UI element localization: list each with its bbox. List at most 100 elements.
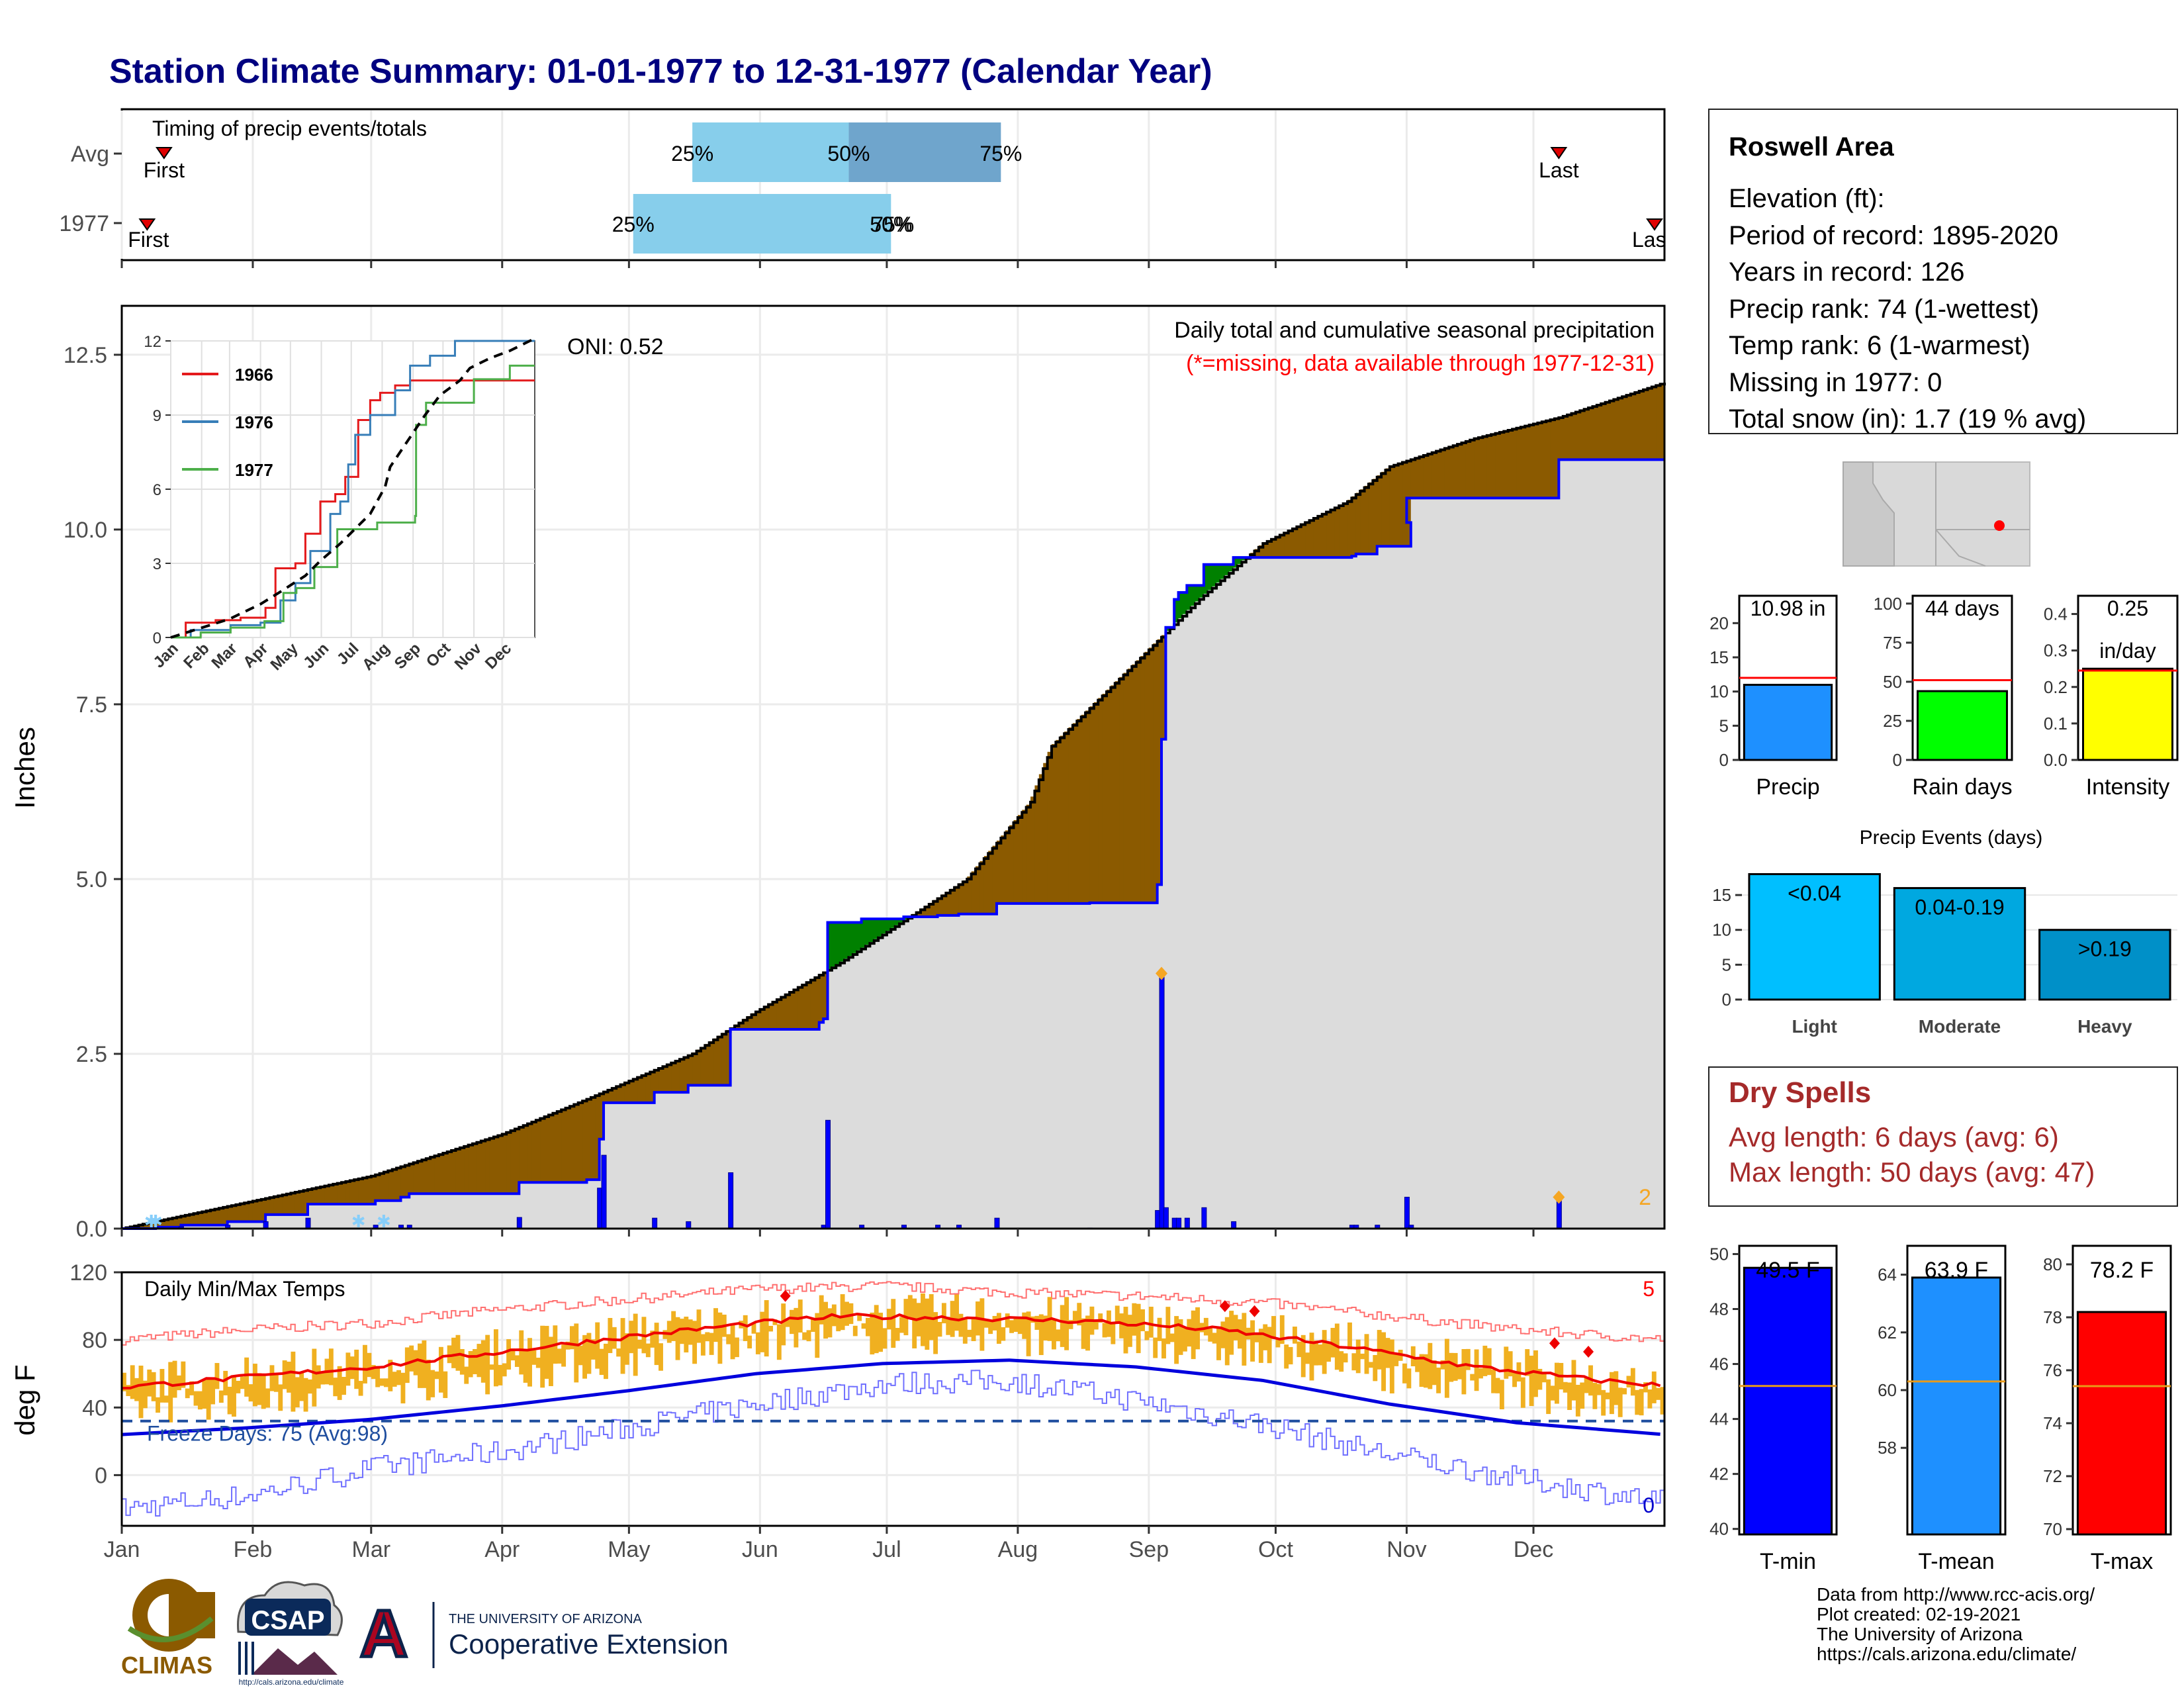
daily-temp-bar: [1630, 1368, 1635, 1396]
deficit-area: [1660, 383, 1665, 460]
daily-temp-bar: [531, 1350, 537, 1365]
daily-precip-bar: [516, 1217, 522, 1229]
cumulative-fill: [214, 1225, 220, 1229]
climatology-cumulative-line: [122, 383, 1666, 1230]
cumulative-fill: [671, 1092, 676, 1229]
daily-temp-bar: [1288, 1346, 1293, 1365]
daily-temp-bar: [498, 1364, 503, 1385]
daily-temp-bar: [713, 1308, 718, 1342]
daily-temp-bar: [557, 1348, 562, 1364]
daily-temp-bar: [996, 1313, 1001, 1344]
cumulative-fill: [418, 1194, 423, 1229]
cumulative-fill: [371, 1204, 376, 1229]
cumulative-fill: [218, 1225, 224, 1229]
daily-temp-bar: [899, 1317, 904, 1333]
deficit-area: [287, 1194, 292, 1215]
daily-temp-bar: [396, 1370, 401, 1385]
daily-temp-bar: [1541, 1372, 1547, 1383]
cumulative-fill: [1297, 557, 1302, 1229]
info-line-period: Period of record: 1895-2020: [1729, 221, 2058, 250]
daily-temp-bar: [413, 1350, 418, 1376]
daily-temp-bar: [303, 1378, 308, 1412]
cumulative-fill: [404, 1197, 410, 1229]
daily-temp-bar: [418, 1343, 422, 1388]
daily-precip-bar: [1201, 1207, 1207, 1229]
daily-temp-bar: [684, 1317, 689, 1353]
tsum-ytick-label: 62: [1878, 1323, 1897, 1342]
daily-temp-bar: [844, 1301, 849, 1326]
daily-temp-bar: [130, 1365, 135, 1399]
cumulative-fill: [312, 1204, 317, 1229]
daily-temp-bar: [151, 1372, 156, 1401]
deficit-area: [1474, 438, 1479, 498]
deficit-area: [1056, 739, 1061, 904]
cumulative-fill: [976, 914, 981, 1229]
cumulative-fill: [1034, 903, 1040, 1229]
cumulative-fill: [983, 914, 989, 1229]
deficit-area: [1415, 457, 1420, 498]
deficit-area: [236, 1204, 241, 1222]
deficit-area: [1449, 446, 1454, 498]
cumulative-fill: [954, 915, 960, 1229]
daily-temp-bar: [1001, 1327, 1006, 1341]
cumulative-fill: [1479, 498, 1483, 1229]
deficit-area: [1127, 669, 1132, 903]
deficit-area: [950, 888, 955, 915]
cumulative-fill: [489, 1194, 494, 1229]
deficit-area: [1410, 459, 1416, 498]
precip-ytick-label: 5.0: [76, 867, 107, 892]
cumulative-fill: [1111, 902, 1116, 1229]
deficit-area: [464, 1145, 469, 1194]
deficit-area: [392, 1168, 397, 1201]
cumulative-fill: [882, 933, 887, 1229]
deficit-area: [493, 1136, 498, 1194]
deficit-area: [358, 1178, 363, 1205]
tsum-ytick-label: 76: [2043, 1360, 2062, 1380]
summary-ytick-label: 10: [1709, 682, 1729, 702]
surplus-area: [1199, 585, 1205, 598]
daily-temp-bar: [823, 1301, 829, 1339]
cumulative-fill: [438, 1194, 443, 1229]
deficit-area: [1157, 639, 1162, 885]
cumulative-fill: [1428, 498, 1433, 1229]
daily-temp-bar: [624, 1333, 629, 1365]
daily-temp-bar: [252, 1364, 257, 1407]
cumulative-fill: [797, 1029, 803, 1229]
cumulative-fill: [1148, 902, 1154, 1229]
cumulative-fill: [1237, 564, 1242, 1229]
daily-temp-bar: [954, 1294, 959, 1331]
info-line-temp-rank: Temp rank: 6 (1-warmest): [1729, 331, 2030, 360]
cumulative-fill: [345, 1204, 351, 1229]
deficit-area: [954, 886, 960, 915]
cumulative-fill: [544, 1182, 549, 1229]
deficit-area: [197, 1212, 203, 1225]
precip-frame: [120, 305, 1666, 1230]
cumulative-fill: [1001, 903, 1006, 1229]
precip-ytick-label: 0.0: [76, 1217, 107, 1242]
deficit-area: [413, 1162, 418, 1194]
daily-temp-bar: [379, 1378, 385, 1386]
cumulative-fill: [1630, 459, 1635, 1229]
cumulative-fill: [1651, 459, 1657, 1229]
deficit-area: [367, 1176, 372, 1205]
daily-temp-bar: [1415, 1359, 1420, 1372]
month-label: Jun: [742, 1537, 778, 1562]
cumulative-fill: [1174, 622, 1179, 1229]
temp-ylabel: deg F: [9, 1364, 40, 1435]
daily-temp-bar: [1322, 1330, 1327, 1374]
cumulative-fill: [1596, 459, 1602, 1229]
daily-temp-bar: [1601, 1389, 1606, 1416]
cumulative-fill: [510, 1194, 516, 1229]
deficit-area: [147, 1223, 152, 1229]
daily-temp-bar: [895, 1328, 900, 1341]
cumulative-fill: [189, 1225, 195, 1229]
timing-1977-last-marker: [1646, 218, 1663, 231]
daily-temp-bar: [819, 1295, 824, 1325]
deficit-area: [1656, 385, 1661, 460]
deficit-area: [781, 996, 786, 1030]
daily-temp-bar: [1293, 1327, 1297, 1344]
deficit-area: [447, 1150, 452, 1194]
cumulative-fill: [299, 1214, 304, 1229]
cumulative-fill: [735, 1029, 739, 1229]
daily-temp-bar: [1436, 1367, 1441, 1393]
